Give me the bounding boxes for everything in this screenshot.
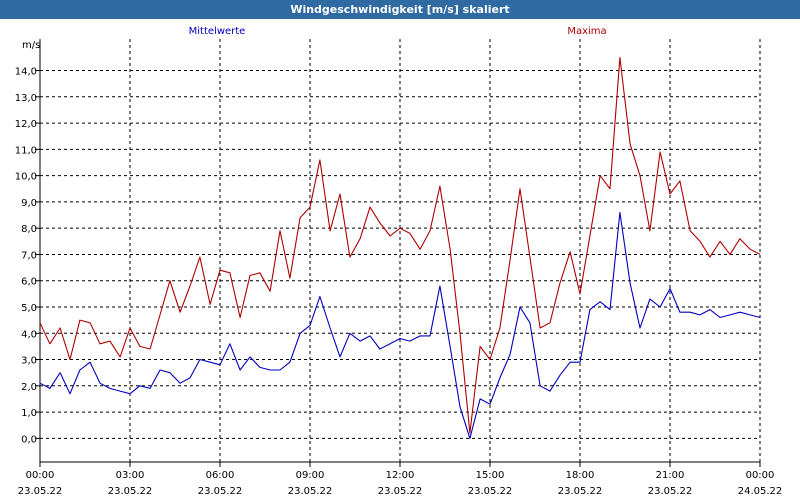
y-axis-unit-label: m/s [22,40,40,51]
y-tick-label: 14,0 [15,67,37,78]
legend-label-mittelwerte: Mittelwerte [189,26,246,37]
x-tick-date-label: 23.05.22 [378,486,423,497]
x-tick-date-label: 24.05.22 [738,486,783,497]
x-tick-time-label: 12:00 [386,470,415,481]
y-tick-label: 13,0 [15,93,37,104]
y-tick-label: 9,0 [21,198,37,209]
y-tick-label: 8,0 [21,224,37,235]
wind-speed-chart: 0,0 1,0 2,0 3,0 4,0 5,0 6,0 7,0 8,0 9,0 10,0 11,0 12… [15,26,783,497]
series-lines [39,56,761,439]
series-line-maxima [39,56,761,434]
x-tick-date-label: 23.05.22 [18,486,63,497]
y-tick-label: 5,0 [21,303,37,314]
y-tick-label: 7,0 [21,250,37,261]
y-tick-label: 3,0 [21,356,37,367]
x-tick-time-label: 00:00 [26,470,55,481]
series-line-mittelwerte [39,211,761,439]
axis-labels: 0,0 1,0 2,0 3,0 4,0 5,0 6,0 7,0 8,0 9,0 10,0 11,0 12… [15,40,783,497]
legend: Mittelwerte Maxima [189,26,607,37]
y-tick-label: 4,0 [21,329,37,340]
y-tick-label: 0,0 [21,434,37,445]
x-tick-time-label: 18:00 [566,470,595,481]
y-tick-label: 11,0 [15,145,37,156]
x-tick-date-label: 23.05.22 [648,486,693,497]
y-tick-label: 1,0 [21,408,37,419]
y-tick-label: 12,0 [15,119,37,130]
x-tick-date-label: 23.05.22 [288,486,333,497]
y-tick-label: 6,0 [21,277,37,288]
x-tick-time-label: 21:00 [656,470,685,481]
grid-lines [39,39,761,462]
x-tick-time-label: 03:00 [116,470,145,481]
plot-frame [35,39,761,467]
x-tick-date-label: 23.05.22 [108,486,153,497]
legend-label-maxima: Maxima [567,26,606,37]
x-tick-time-label: 00:00 [746,470,775,481]
x-tick-time-label: 06:00 [206,470,235,481]
x-tick-date-label: 23.05.22 [558,486,603,497]
y-tick-label: 10,0 [15,172,37,183]
y-tick-label: 2,0 [21,382,37,393]
x-tick-date-label: 23.05.22 [198,486,243,497]
x-tick-date-label: 23.05.22 [468,486,513,497]
x-tick-time-label: 15:00 [476,470,505,481]
chart-title: Windgeschwindigkeit [m/s] skaliert [0,0,800,19]
x-tick-time-label: 09:00 [296,470,325,481]
